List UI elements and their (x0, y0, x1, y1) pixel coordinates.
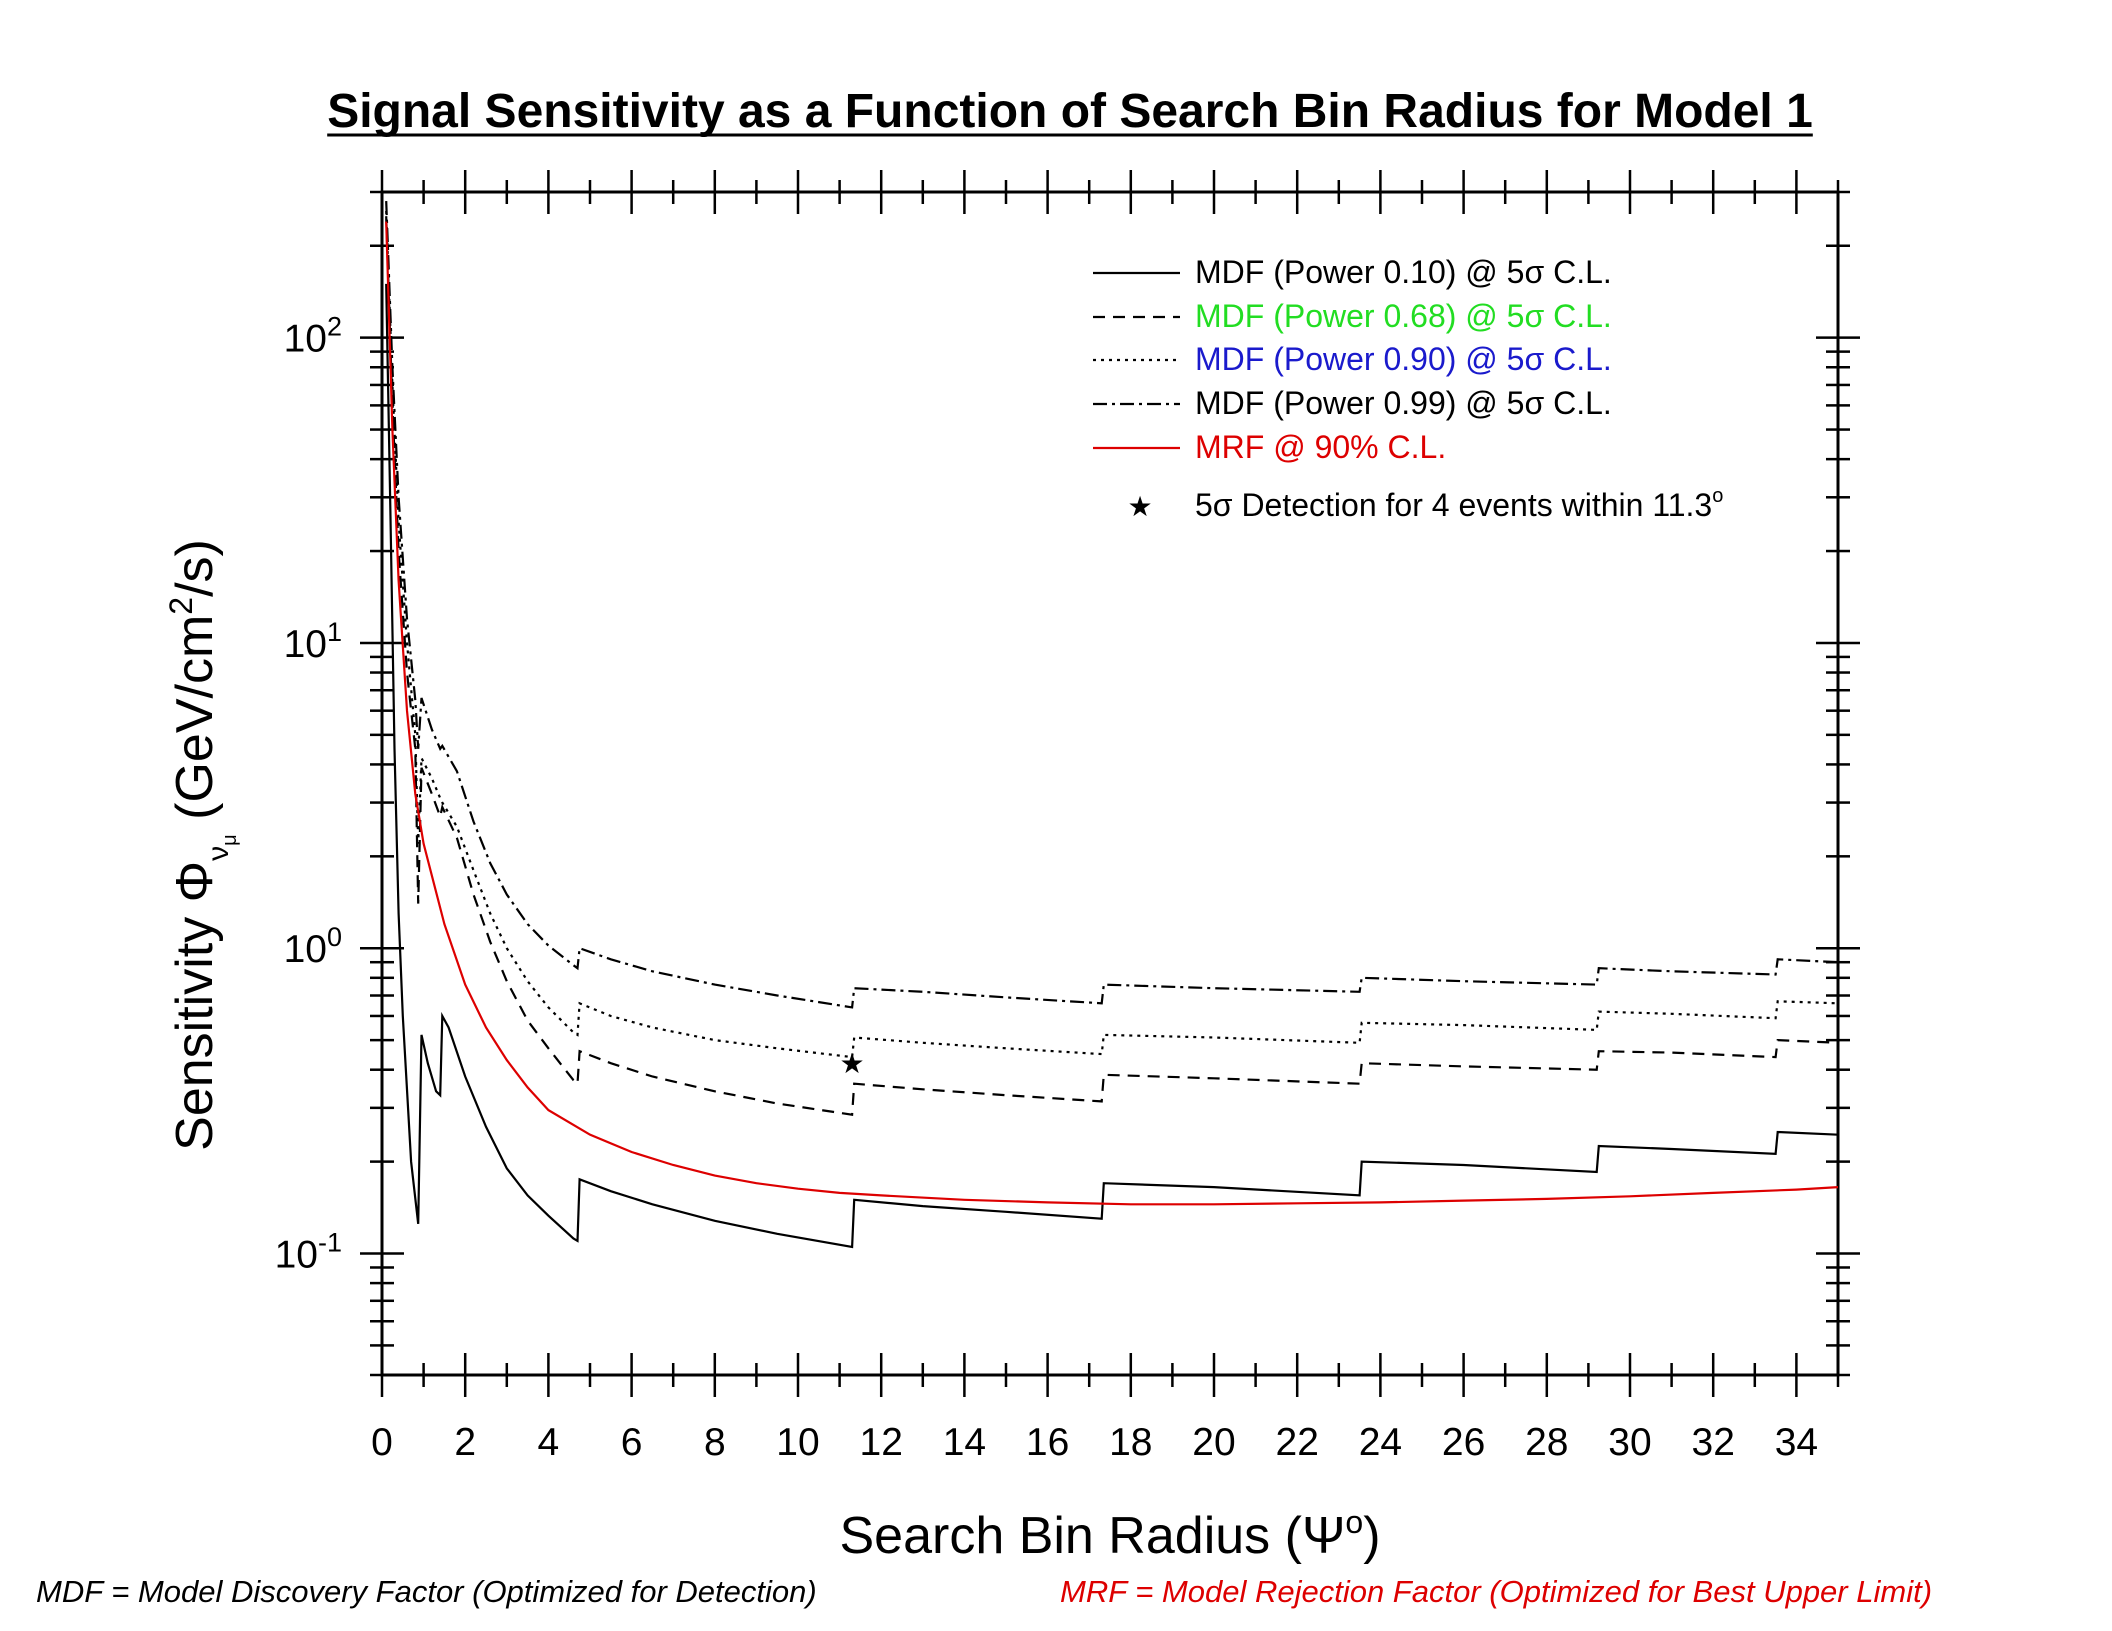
y-tick-label: 101 (284, 617, 342, 666)
psi-symbol: Ψ (1302, 1507, 1345, 1565)
x-tick-label: 14 (943, 1421, 986, 1464)
y-axis-label: Sensitivity Φνμ (GeV/cm2/s) (163, 539, 241, 1151)
legend-label-detection: 5σ Detection for 4 events within 11.3o (1195, 485, 1723, 523)
series-line-5 (385, 221, 1839, 1206)
x-tick-label: 4 (538, 1421, 560, 1464)
series-line-1 (385, 283, 1839, 1249)
x-tick-label: 16 (1026, 1421, 1069, 1464)
legend-label-3: MDF (Power 0.90) @ 5σ C.L. (1195, 341, 1612, 377)
x-tick-label: 18 (1109, 1421, 1152, 1464)
series-line-2 (385, 216, 1839, 1116)
series-layer (385, 201, 1839, 1249)
x-tick-label: 28 (1525, 1421, 1568, 1464)
x-tick-label: 34 (1775, 1421, 1818, 1464)
axis-ticks (360, 170, 1860, 1397)
legend-label-5: MRF @ 90% C.L. (1195, 429, 1446, 465)
x-tick-label: 30 (1608, 1421, 1651, 1464)
y-tick-labels: 10-1 100 101 102 (275, 312, 342, 1277)
x-tick-label: 12 (860, 1421, 903, 1464)
x-tick-label: 26 (1442, 1421, 1485, 1464)
marker-layer: ★ (840, 1047, 865, 1080)
x-tick-label: 20 (1192, 1421, 1235, 1464)
chart-title: Signal Sensitivity as a Function of Sear… (327, 85, 1813, 138)
plot-frame (380, 190, 1840, 1377)
x-tick-label: 2 (454, 1421, 476, 1464)
series-line-3 (385, 210, 1839, 1059)
legend-label-2: MDF (Power 0.68) @ 5σ C.L. (1195, 298, 1612, 334)
x-tick-label: 8 (704, 1421, 726, 1464)
detection-star-marker: ★ (840, 1047, 865, 1080)
legend: MDF (Power 0.10) @ 5σ C.L. MDF (Power 0.6… (1093, 254, 1723, 523)
x-tick-label: 22 (1276, 1421, 1319, 1464)
y-tick-label: 102 (284, 312, 342, 361)
x-tick-label: 6 (621, 1421, 643, 1464)
x-tick-label: 0 (371, 1421, 393, 1464)
phi-symbol: Φ (166, 861, 224, 903)
x-tick-label: 32 (1692, 1421, 1735, 1464)
x-tick-label: 24 (1359, 1421, 1402, 1464)
footnote-mdf: MDF = Model Discovery Factor (Optimized … (36, 1574, 817, 1609)
y-tick-label: 10-1 (275, 1228, 342, 1277)
series-line-4 (385, 201, 1839, 1009)
x-tick-labels: 0 2 4 6 8 10 12 14 16 18 20 22 24 26 28 30 32 34 (371, 1421, 1818, 1464)
legend-label-4: MDF (Power 0.99) @ 5σ C.L. (1195, 385, 1612, 421)
y-tick-label: 100 (284, 922, 342, 971)
legend-star-icon: ★ (1127, 490, 1152, 523)
x-axis-label: Search Bin Radius (Ψo) (839, 1504, 1380, 1565)
footnote-mrf: MRF = Model Rejection Factor (Optimized … (1060, 1574, 1932, 1609)
legend-label-1: MDF (Power 0.10) @ 5σ C.L. (1195, 254, 1612, 290)
x-tick-label: 10 (776, 1421, 819, 1464)
